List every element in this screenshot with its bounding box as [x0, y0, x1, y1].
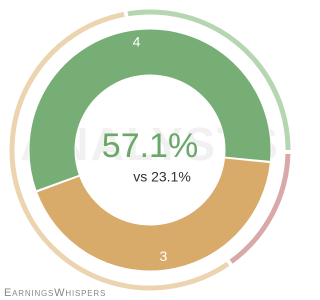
value-label: 3 [160, 248, 168, 264]
donut-segment [8, 10, 231, 292]
donut-segment [35, 157, 271, 272]
donut-segment [228, 152, 292, 266]
center-sublabel: vs 23.1% [133, 169, 191, 185]
center-label: 57.1% [102, 127, 198, 165]
donut-segment [126, 8, 292, 151]
donut-segment [28, 28, 272, 192]
value-label: 4 [133, 34, 141, 50]
chart: ANALYSTS 57.1% vs 23.1% EarningsWhispers… [4, 8, 292, 299]
brand: EarningsWhispers [4, 287, 106, 299]
rings [8, 8, 292, 292]
